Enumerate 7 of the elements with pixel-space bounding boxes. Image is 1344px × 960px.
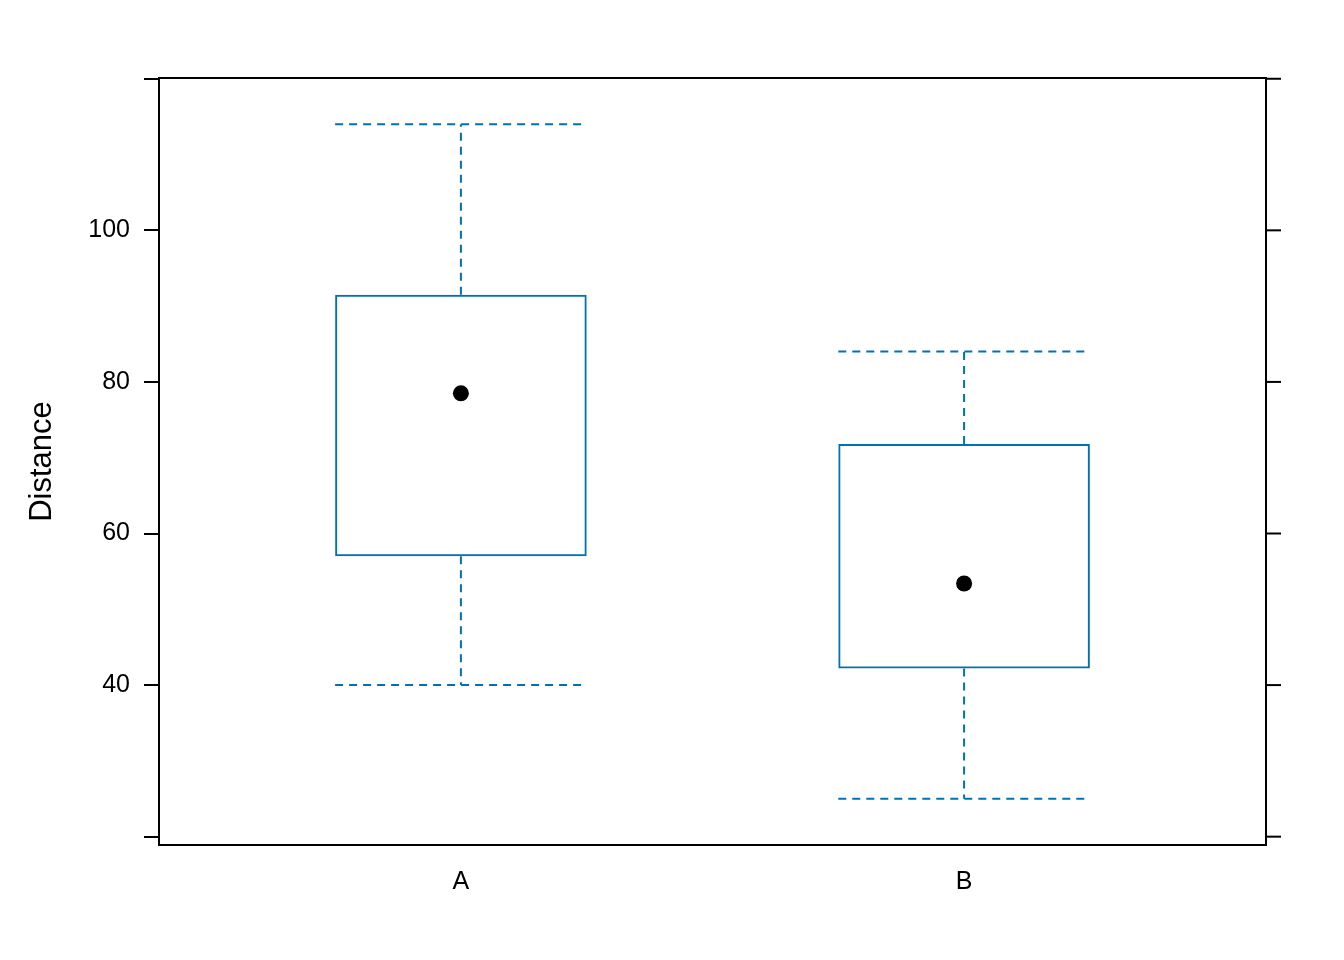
x-tick-label: B bbox=[955, 865, 973, 894]
y-tick-label: 80 bbox=[102, 365, 130, 394]
x-tick-label: A bbox=[452, 865, 470, 894]
y-tick-label: 100 bbox=[88, 214, 130, 243]
y-axis-title: Distance bbox=[23, 401, 59, 522]
y-tick-label: 40 bbox=[102, 668, 130, 697]
y-tick-label: 60 bbox=[102, 517, 130, 546]
